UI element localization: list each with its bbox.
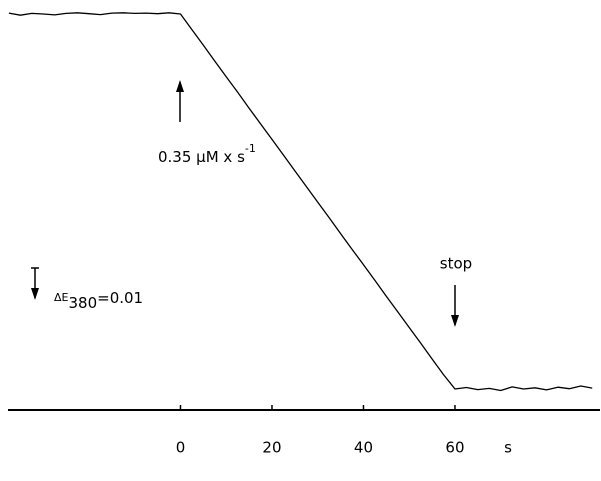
- start-arrow: [176, 80, 184, 122]
- scale-bar-label: ΔE380=0.01: [54, 289, 143, 312]
- x-tick-label: 0: [176, 439, 186, 457]
- rate-annotation: 0.35 μM x s-1: [158, 142, 256, 166]
- x-tick-label: 20: [262, 439, 281, 457]
- x-unit: s: [504, 439, 512, 457]
- scale-bar-arrow: [31, 288, 39, 300]
- x-tick-label: 60: [445, 439, 464, 457]
- rate-exponent: -1: [245, 142, 256, 155]
- trace: [8, 12, 593, 392]
- scale-symbol: ΔE: [54, 291, 69, 304]
- scale-subscript: 380: [68, 294, 97, 312]
- stop-arrow: [451, 285, 459, 327]
- stop-annotation: stop: [440, 255, 472, 273]
- rate-text: 0.35 μM x s: [158, 148, 245, 166]
- x-tick-label: 40: [354, 439, 373, 457]
- scale-suffix: =0.01: [97, 289, 143, 307]
